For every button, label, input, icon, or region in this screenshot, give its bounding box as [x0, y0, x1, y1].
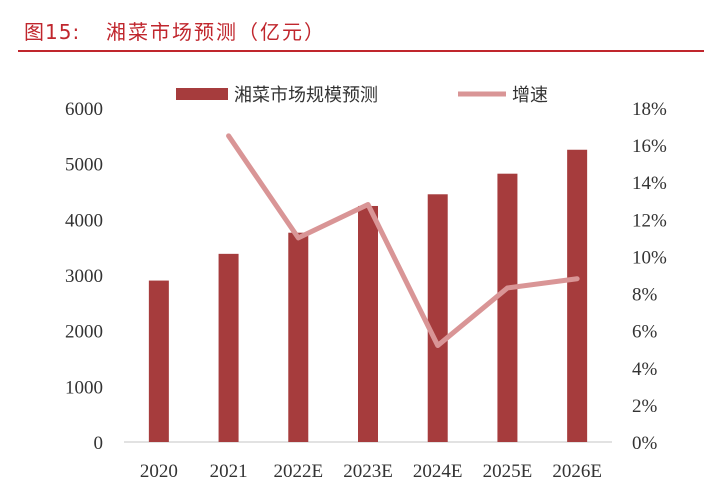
x-tick-label: 2026E [552, 461, 602, 482]
bar [427, 194, 448, 442]
bar-series [148, 149, 588, 443]
right-tick-label: 2% [632, 396, 658, 417]
bar [497, 173, 518, 443]
legend: 湘菜市场规模预测 增速 [176, 85, 548, 106]
right-tick-label: 12% [632, 210, 667, 231]
header-rule [18, 50, 704, 52]
legend-line-label: 增速 [512, 85, 548, 106]
bar [358, 205, 378, 442]
figure-header: 图15: 湘菜市场预测（亿元） [0, 0, 704, 50]
right-tick-label: 10% [632, 247, 667, 268]
growth-line [226, 133, 580, 349]
left-tick-label: 2000 [65, 322, 103, 343]
figure-title: 湘菜市场预测（亿元） [106, 20, 326, 44]
right-tick-label: 14% [632, 173, 667, 194]
line-series [226, 133, 580, 349]
bar [567, 149, 588, 442]
x-tick-label: 2025E [483, 461, 533, 482]
x-axis-ticks: 2020 2021 2022E 2023E 2024E 2025E 2026E [140, 461, 602, 482]
x-tick-label: 2023E [343, 461, 393, 482]
right-tick-label: 8% [632, 285, 658, 306]
bar [148, 280, 169, 442]
right-tick-label: 16% [632, 136, 667, 157]
x-tick-label: 2021 [210, 461, 248, 482]
left-tick-label: 0 [94, 433, 104, 454]
bar [288, 232, 309, 442]
right-tick-label: 6% [632, 322, 658, 343]
figure-label: 图15: [24, 20, 81, 44]
right-axis-ticks: 0% 2% 4% 6% 8% 10% 12% 14% 16% 18% [632, 99, 667, 454]
legend-bar-label: 湘菜市场规模预测 [234, 85, 378, 106]
left-tick-label: 5000 [65, 155, 103, 176]
left-tick-label: 4000 [65, 210, 103, 231]
right-tick-label: 4% [632, 359, 658, 380]
bar [218, 253, 239, 442]
left-tick-label: 6000 [65, 99, 103, 120]
left-tick-label: 3000 [65, 266, 103, 287]
x-tick-label: 2020 [140, 461, 178, 482]
legend-bar-swatch [176, 88, 228, 100]
x-tick-label: 2024E [413, 461, 463, 482]
right-tick-label: 18% [632, 99, 667, 120]
left-axis-ticks: 0 1000 2000 3000 4000 5000 6000 [65, 99, 103, 454]
right-tick-label: 0% [632, 433, 658, 454]
left-tick-label: 1000 [65, 377, 103, 398]
x-tick-label: 2022E [273, 461, 323, 482]
